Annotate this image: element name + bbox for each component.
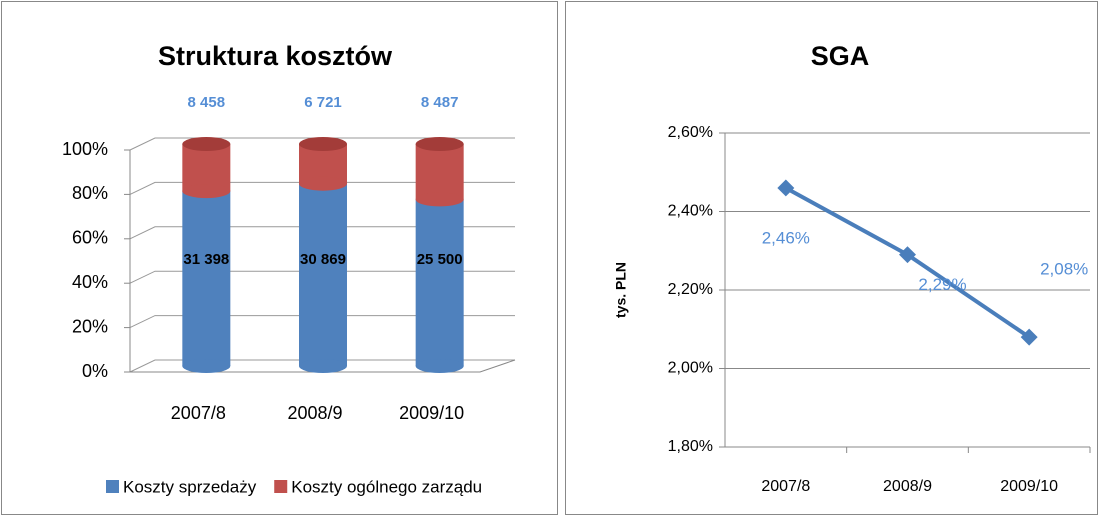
- y-tick-label: 40%: [72, 272, 108, 292]
- data-label: 30 869: [300, 251, 346, 268]
- legend-swatch: [106, 480, 119, 493]
- y-tick-label: 2,20%: [668, 281, 713, 298]
- grid-line: [129, 315, 515, 329]
- y-axis-label: tys. PLN: [613, 262, 629, 318]
- data-label: 25 500: [417, 251, 463, 268]
- grid-line: [129, 359, 515, 373]
- y-tick-label: 80%: [72, 183, 108, 203]
- chart-title: SGA: [811, 41, 870, 71]
- y-tick-label: 2,60%: [668, 124, 713, 141]
- x-tick-label: 2009/10: [399, 403, 464, 423]
- data-label: 6 721: [304, 94, 342, 111]
- bar-cap: [415, 192, 464, 207]
- x-tick-label: 2009/10: [1000, 478, 1058, 495]
- marker: [899, 246, 916, 264]
- legend-swatch: [274, 480, 288, 493]
- legend-label: Koszty sprzedaży: [123, 477, 257, 496]
- marker: [1020, 328, 1038, 346]
- marker: [777, 179, 795, 197]
- bar-segment: [182, 144, 231, 192]
- y-tick-label: 100%: [62, 139, 108, 159]
- data-label: 2,46%: [762, 228, 810, 247]
- data-label: 8 458: [188, 94, 226, 111]
- panel-left: [1, 1, 558, 515]
- bar-cap: [299, 176, 347, 191]
- bar-cap: [415, 359, 464, 373]
- y-tick-label: 2,00%: [668, 360, 713, 377]
- data-label: 8 487: [421, 94, 459, 111]
- grid-line: [129, 181, 515, 195]
- data-label: 31 398: [183, 251, 229, 268]
- x-tick-label: 2007/8: [761, 478, 810, 495]
- y-tick-label: 2,40%: [668, 203, 713, 220]
- floor: [130, 359, 516, 373]
- y-tick-label: 60%: [72, 228, 108, 248]
- grid-line: [129, 270, 515, 284]
- x-tick-label: 2008/9: [287, 403, 342, 423]
- bar-cap: [182, 184, 231, 199]
- chart-title: Struktura kosztów: [158, 41, 393, 71]
- x-tick-label: 2008/9: [883, 478, 932, 495]
- bar-top: [182, 137, 231, 151]
- grid-line: [129, 226, 515, 240]
- x-tick-label: 2007/8: [171, 403, 226, 423]
- data-label: 2,08%: [1040, 260, 1088, 279]
- y-tick-label: 20%: [72, 316, 108, 336]
- panel-right: [565, 1, 1098, 515]
- y-tick-label: 0%: [82, 361, 108, 381]
- legend-label: Koszty ogólnego zarządu: [291, 477, 482, 496]
- bar-top: [299, 137, 347, 151]
- bar-top: [415, 137, 464, 151]
- bar-segment: [415, 144, 464, 200]
- y-tick-label: 1,80%: [668, 438, 713, 455]
- bar-segment: [415, 199, 464, 366]
- data-label: 2,29%: [918, 275, 966, 294]
- bar-cap: [299, 359, 347, 373]
- bar-cap: [182, 359, 231, 373]
- bar-segment: [299, 183, 347, 366]
- bar-segment: [182, 191, 231, 366]
- grid-line: [129, 137, 515, 151]
